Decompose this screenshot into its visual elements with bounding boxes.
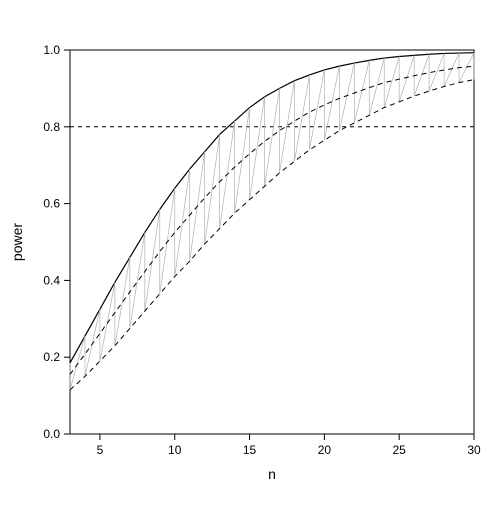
svg-text:25: 25 xyxy=(393,443,407,457)
svg-text:0.4: 0.4 xyxy=(43,273,60,287)
svg-text:0.6: 0.6 xyxy=(43,197,60,211)
svg-text:1.0: 1.0 xyxy=(43,43,60,57)
svg-text:0.0: 0.0 xyxy=(43,427,60,441)
power-curve-chart: 5 10 15 20 25 30 0.0 0.2 0.4 0.6 0.8 1.0 n power xyxy=(0,0,504,504)
svg-text:5: 5 xyxy=(97,443,104,457)
svg-text:15: 15 xyxy=(243,443,257,457)
svg-text:power: power xyxy=(9,223,25,261)
svg-text:0.8: 0.8 xyxy=(43,120,60,134)
svg-text:30: 30 xyxy=(467,443,481,457)
svg-text:20: 20 xyxy=(318,443,332,457)
svg-text:10: 10 xyxy=(168,443,182,457)
svg-text:n: n xyxy=(268,466,276,482)
svg-text:0.2: 0.2 xyxy=(43,350,60,364)
